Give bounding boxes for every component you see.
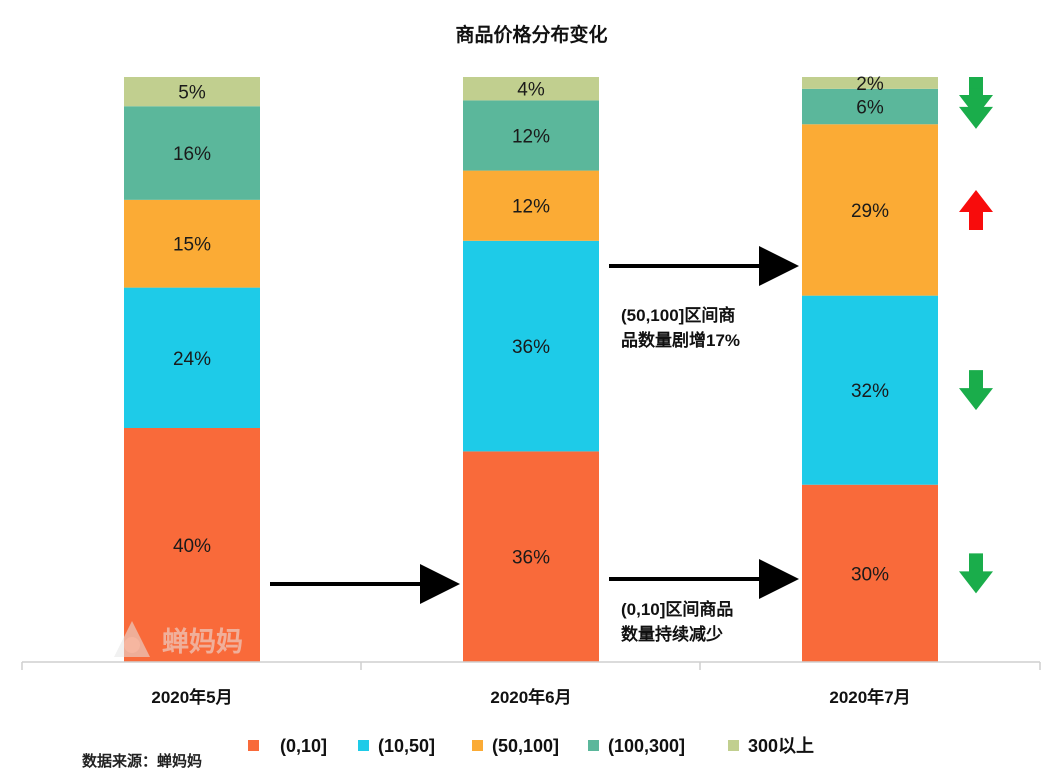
legend-label: (10,50] <box>378 736 435 756</box>
bar-segment <box>463 240 599 452</box>
x-tick-label: 2020年6月 <box>490 687 571 707</box>
data-source: 数据来源：蝉妈妈 <box>82 753 203 770</box>
data-label: 36% <box>512 548 550 569</box>
legend-label: (100,300] <box>608 736 685 756</box>
data-label: 2% <box>856 74 884 95</box>
bar-segment <box>463 170 599 241</box>
watermark-logo-icon <box>114 621 150 657</box>
data-label: 12% <box>512 197 550 218</box>
bar-segment <box>463 77 599 101</box>
watermark-text: 蝉妈妈 <box>162 626 243 657</box>
data-label: 12% <box>512 127 550 148</box>
legend-swatch <box>248 740 259 751</box>
annotation-line: (0,10]区间商品 <box>621 600 734 619</box>
up-arrow-icon <box>959 189 993 230</box>
legend-swatch <box>588 740 599 751</box>
bar-segment <box>124 77 260 107</box>
bar-segment <box>124 199 260 288</box>
legend-label: (50,100] <box>492 736 559 756</box>
bar-segment <box>124 106 260 200</box>
data-label: 15% <box>173 235 211 256</box>
data-label: 32% <box>851 381 889 402</box>
annotation-line: 数量持续减少 <box>621 625 723 644</box>
annotation-0-10: (0,10]区间商品 数量持续减少 <box>621 597 733 647</box>
down-arrow-icon <box>959 88 993 129</box>
bar-segment <box>802 484 938 662</box>
chart-title: 商品价格分布变化 <box>455 25 608 46</box>
data-label: 5% <box>178 83 206 104</box>
down-arrow-icon <box>959 370 993 411</box>
data-label: 6% <box>856 98 884 119</box>
bar-segment <box>463 100 599 171</box>
legend-label: 300以上 <box>748 736 814 756</box>
annotation-50-100: (50,100]区间商 品数量剧增17% <box>621 303 740 353</box>
data-label: 30% <box>851 564 889 585</box>
annotation-line: (50,100]区间商 <box>621 306 736 325</box>
data-label: 40% <box>173 536 211 557</box>
data-label: 4% <box>517 80 545 101</box>
legend-swatch <box>728 740 739 751</box>
data-label: 24% <box>173 349 211 370</box>
bar-segment <box>802 295 938 485</box>
annotation-line: 品数量剧增17% <box>621 331 741 350</box>
data-label: 16% <box>173 144 211 165</box>
bar-segment <box>124 287 260 428</box>
data-label: 29% <box>851 201 889 222</box>
legend-swatch <box>472 740 483 751</box>
x-tick-label: 2020年7月 <box>829 687 910 707</box>
legend-swatch <box>358 740 369 751</box>
down-arrow-icon <box>959 553 993 594</box>
bar-segment <box>463 451 599 662</box>
data-label: 36% <box>512 337 550 358</box>
bar-segment <box>802 88 938 125</box>
x-tick-label: 2020年5月 <box>151 687 232 707</box>
bar-segment <box>802 124 938 296</box>
bar-segment <box>802 77 938 89</box>
bar-segment <box>124 428 260 662</box>
watermark: 蝉妈妈 <box>110 617 243 661</box>
legend-label: (0,10] <box>280 736 327 756</box>
